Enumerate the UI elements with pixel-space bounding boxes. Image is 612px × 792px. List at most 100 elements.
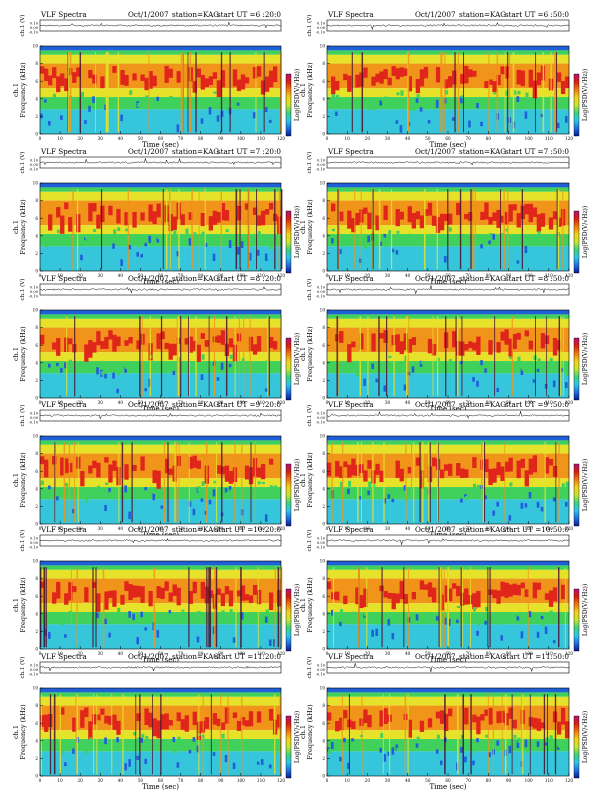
waveform-frame xyxy=(326,156,570,169)
panel-start-time: start UT =9 :50:0 xyxy=(505,400,569,409)
x-tick-label: 70 xyxy=(178,273,184,278)
colorbar xyxy=(285,337,292,401)
waveform-trace xyxy=(326,285,570,294)
y-tick-label: 2 xyxy=(322,378,325,383)
x-tick-label: 100 xyxy=(525,136,533,141)
panel-title: VLF Spectra xyxy=(327,525,374,534)
x-tick-label: 80 xyxy=(486,778,492,783)
x-tick-label: 20 xyxy=(365,526,371,531)
x-tick-label: 10 xyxy=(344,273,350,278)
x-tick-label: 90 xyxy=(218,526,224,531)
waveform-axis-label: ch.1 (V) xyxy=(19,405,26,427)
y-tick-label: 8 xyxy=(35,61,38,66)
x-tick-label: 80 xyxy=(486,273,492,278)
x-tick-label: 90 xyxy=(506,526,512,531)
x-tick-label: 80 xyxy=(198,778,204,783)
y-axis-label-channel: ch.1 xyxy=(299,220,307,234)
x-tick-label: 10 xyxy=(57,778,63,783)
colorbar xyxy=(573,337,580,401)
y-tick-label: 6 xyxy=(322,343,325,348)
x-tick-label: 30 xyxy=(385,400,391,405)
waveform-tick-label: 0.00 xyxy=(317,541,326,545)
x-axis-label: Time (sec) xyxy=(429,405,466,413)
waveform-trace xyxy=(39,21,282,29)
waveform-axis-label: ch.1 (V) xyxy=(19,15,26,37)
y-tick-label: 8 xyxy=(322,325,325,330)
x-tick-label: 70 xyxy=(465,526,471,531)
waveform-tick-label: 0.10 xyxy=(30,412,39,416)
y-tick-label: 10 xyxy=(33,434,39,439)
x-tick-label: 0 xyxy=(39,778,42,783)
x-tick-label: 60 xyxy=(158,273,164,278)
x-tick-label: 80 xyxy=(486,526,492,531)
y-tick-label: 10 xyxy=(320,308,326,313)
spectrogram xyxy=(40,436,281,524)
y-axis-label-channel: ch.1 xyxy=(299,473,307,487)
x-tick-label: 100 xyxy=(525,651,533,656)
y-tick-label: 6 xyxy=(35,721,38,726)
colorbar xyxy=(285,715,292,779)
panel-station: station=KAG xyxy=(172,652,219,661)
x-tick-label: 120 xyxy=(277,136,285,141)
x-tick-label: 60 xyxy=(158,136,164,141)
x-tick-label: 40 xyxy=(118,400,124,405)
x-tick-label: 120 xyxy=(565,400,573,405)
x-tick-label: 40 xyxy=(405,526,411,531)
y-tick-label: 8 xyxy=(35,325,38,330)
waveform-tick-label: 0.10 xyxy=(317,412,326,416)
waveform-tick-label: 0.00 xyxy=(317,163,326,167)
panel-title: VLF Spectra xyxy=(40,10,87,19)
colorbar xyxy=(573,588,580,652)
panel-title: VLF Spectra xyxy=(327,400,374,409)
waveform-tick-label: -0.10 xyxy=(29,673,39,677)
colorbar-label: Log(PSD(V/√Hz)) xyxy=(582,711,589,763)
x-tick-label: 30 xyxy=(385,273,391,278)
y-axis-label-channel: ch.1 xyxy=(12,598,20,612)
y-axis-label-frequency: Frequency (kHz) xyxy=(306,62,314,118)
x-tick-label: 100 xyxy=(237,526,245,531)
panel-start-time: start UT =9 :20:0 xyxy=(217,400,281,409)
y-tick-label: 10 xyxy=(33,181,39,186)
panel-start-time: start UT =8 :20:0 xyxy=(217,274,281,283)
x-tick-label: 90 xyxy=(218,400,224,405)
waveform-axis-label: ch.1 (V) xyxy=(306,657,313,679)
x-tick-label: 100 xyxy=(525,273,533,278)
panel-title: VLF Spectra xyxy=(40,525,87,534)
x-axis-label: Time (sec) xyxy=(429,278,466,286)
x-tick-label: 20 xyxy=(77,651,83,656)
x-tick-label: 10 xyxy=(344,400,350,405)
x-tick-label: 70 xyxy=(465,651,471,656)
panel-station: station=KAG xyxy=(459,147,506,156)
x-axis-label: Time (sec) xyxy=(429,656,466,664)
y-tick-label: 10 xyxy=(320,434,326,439)
x-axis-label: Time (sec) xyxy=(142,278,179,286)
y-axis-label-channel: ch.1 xyxy=(299,347,307,361)
colorbar-label: Log(PSD(V/√Hz)) xyxy=(582,584,589,636)
x-axis-label: Time (sec) xyxy=(142,783,179,791)
y-tick-label: 10 xyxy=(320,686,326,691)
x-tick-label: 50 xyxy=(425,273,431,278)
x-tick-label: 20 xyxy=(77,526,83,531)
panel-title: VLF Spectra xyxy=(327,10,374,19)
panel-start-time: start UT =7 :50:0 xyxy=(505,147,569,156)
y-tick-label: 0 xyxy=(35,396,38,401)
panel-date: Oct/1/2007 xyxy=(415,525,456,534)
y-axis-label-channel: ch.1 xyxy=(12,725,20,739)
x-tick-label: 0 xyxy=(326,136,329,141)
waveform-tick-label: -0.10 xyxy=(316,673,326,677)
x-tick-label: 60 xyxy=(445,778,451,783)
y-axis-label-frequency: Frequency (kHz) xyxy=(19,62,27,118)
y-tick-label: 2 xyxy=(322,504,325,509)
waveform-tick-label: 0.00 xyxy=(317,668,326,672)
x-tick-label: 10 xyxy=(57,651,63,656)
waveform-tick-label: -0.10 xyxy=(316,31,326,35)
panel-title: VLF Spectra xyxy=(40,147,87,156)
x-axis-label: Time (sec) xyxy=(429,783,466,791)
x-tick-label: 40 xyxy=(118,526,124,531)
y-tick-label: 6 xyxy=(322,594,325,599)
x-tick-label: 80 xyxy=(198,273,204,278)
y-tick-label: 2 xyxy=(322,251,325,256)
y-tick-label: 2 xyxy=(322,629,325,634)
